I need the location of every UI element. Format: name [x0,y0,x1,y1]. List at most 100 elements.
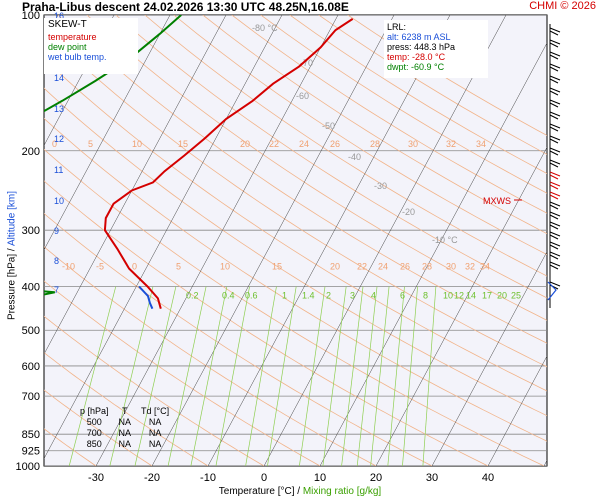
table-cell: 700 [86,427,102,438]
dry-adiabat [202,15,547,235]
wind-barb [549,54,559,60]
wind-barb [549,211,561,217]
table-row: 850 NA NA [76,438,175,449]
grid-labels: 0 5 10 15 20 22 24 26 28 30 32 34-10 -5 0 5 10 15 20 22 24 2… [52,23,521,301]
isotherm [44,15,283,460]
dry-adiabat [44,117,547,442]
dry-adiabat [44,29,547,368]
isotherm-label: 15 [272,262,282,272]
dry-adiabat [44,246,377,466]
wind-barb [549,30,559,36]
wind-barb [549,135,561,141]
mixing-ratio-label: 0.2 [186,291,199,301]
wind-barb [549,114,559,120]
wind-barb [549,221,561,227]
altitude-tick-label: 9 [54,226,59,236]
series-dew-point [44,15,182,296]
isotherm [151,15,395,466]
lrl-box: LRL: alt: 6238 m ASL press: 448.3 hPa te… [384,20,488,78]
pressure-tick-label: 700 [22,391,40,403]
isotherm-label: 34 [480,262,490,272]
mixing-ratio-label: 2 [326,291,331,301]
wind-barb [549,251,561,257]
pressure-tick-label: 1000 [16,461,40,473]
dry-adiabat [144,15,547,277]
isotherm [375,146,547,466]
dry-adiabat-lines [44,15,547,466]
lrl-press: press: 448.3 hPa [387,42,456,52]
legend-item-dew-point: dew point [48,42,87,52]
isobar-grid [44,15,547,466]
isotherm [0,15,2,466]
wind-barb [549,241,561,247]
isotherm-label: 22 [269,139,279,149]
temperature-tick-label: -30 [88,472,104,484]
altitude-tick-label: 12 [54,134,64,144]
mixing-ratio-line [190,286,228,466]
wind-barb [549,159,561,165]
series-temperature [103,18,354,309]
altitude-tick-label: 8 [54,256,59,266]
wind-barb-surface [547,281,557,301]
profile-series [44,15,354,310]
wind-barb [549,42,559,48]
dry-adiabat [57,15,547,344]
y-axis-label-altitude: Altitude [km] [6,191,18,247]
isotherm-label: 32 [446,139,456,149]
y-axis-label-pressure: Pressure [hPa] [6,253,18,320]
wind-barb [549,224,559,230]
pressure-tick-label: 100 [22,10,40,22]
mixing-ratio-label: 12 [454,291,464,301]
x-axis-label-separator: / [294,486,303,497]
wind-barb [549,63,561,69]
temperature-tick-label: 0 [261,472,267,484]
table-cell: NA [118,438,132,449]
dry-adiabat [173,15,547,256]
mixing-ratio-label: 4 [371,291,376,301]
wind-barb [549,162,559,168]
mixing-ratio-line [299,286,326,466]
wind-barb [549,201,561,207]
mixing-ratio-line [402,286,418,466]
dry-adiabat [44,428,97,466]
mixing-ratio-line [422,286,437,466]
pressure-tick-label: 500 [22,325,40,337]
table-row: 500 NA NA [76,416,175,427]
isotherm-label: 22 [357,262,367,272]
isotherm-label: 28 [370,139,380,149]
table-cell: NA [118,416,132,427]
x-axis-label-temperature: Temperature [°C] [218,486,295,497]
temperature-tick-label: 40 [482,472,494,484]
wind-barb [549,231,561,237]
wind-barb [549,214,559,220]
wind-barb [549,27,561,33]
isotherm-label: 30 [408,139,418,149]
isotherm-label: 0 [132,262,137,272]
wind-barb [549,126,559,132]
isotherm-label: -5 [96,262,104,272]
plot-area [43,14,548,467]
mixing-ratio-label: 1.4 [302,291,315,301]
altitude-tick-label: 16 [54,11,64,21]
wind-barb [549,66,559,72]
dry-adiabat [115,15,547,299]
wind-barb [549,51,561,57]
isotherm-label: -10 [62,262,75,272]
pressure-tick-label: 400 [22,282,40,294]
isotherm-label: 0 [52,139,57,149]
isotherm [543,459,547,466]
mixing-ratio-label: 0.4 [222,291,235,301]
pressure-tick-label: 850 [22,429,40,441]
isotherm [95,15,339,466]
lrl-dwpt: dwpt: -60.9 °C [387,62,445,72]
isotherm-label: 30 [446,262,456,272]
temperature-label: -60 [296,91,309,101]
wind-barb [549,150,559,156]
altitude-tick-label: 11 [54,165,63,175]
temperature-label: -20 [402,207,415,217]
pressure-tick-label: 300 [22,225,40,237]
isotherm-label: 34 [476,139,486,149]
wind-barb [549,87,561,93]
isotherm [263,15,507,466]
